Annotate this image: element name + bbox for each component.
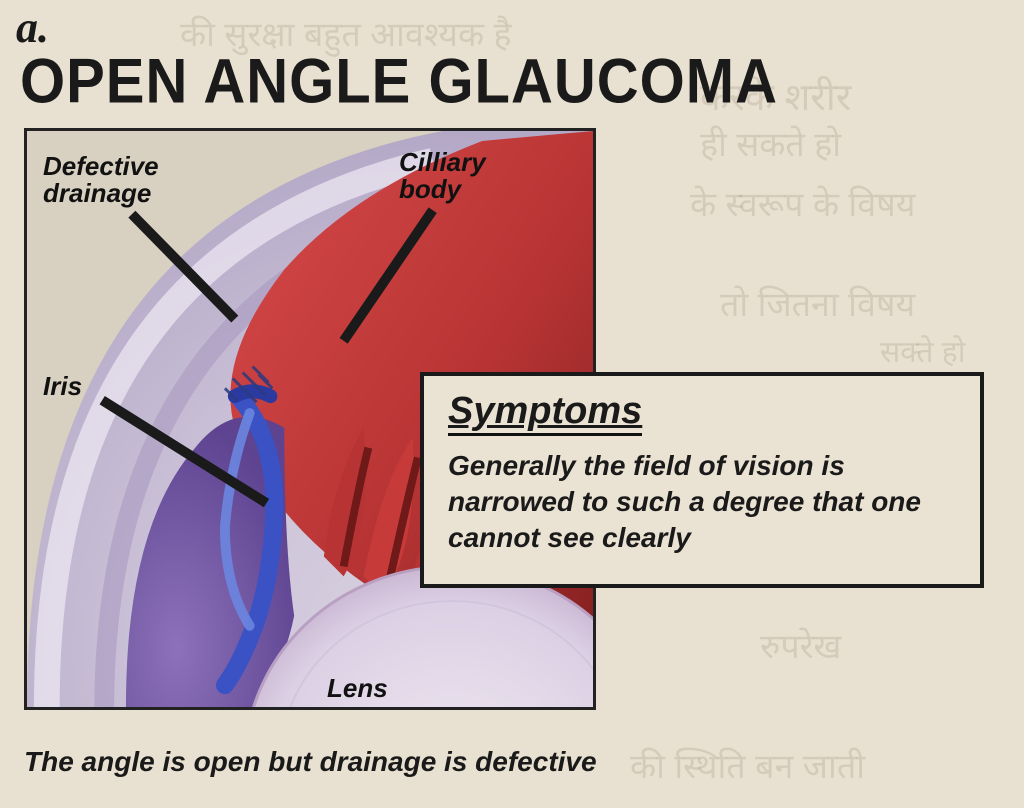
ghost-text: ही सकते हो	[700, 120, 841, 166]
ghost-text: के स्वरूप के विषय	[690, 180, 916, 226]
ghost-text: सक्ते हो	[880, 330, 966, 371]
ghost-text: की स्थिति बन जाती	[630, 742, 865, 788]
label-iris: Iris	[43, 373, 82, 400]
label-defective-drainage: Defectivedrainage	[43, 153, 159, 208]
page-title: OPEN ANGLE GLAUCOMA	[20, 45, 778, 117]
ghost-text: तो जितना विषय	[720, 280, 915, 326]
ghost-text: रुपरेख	[760, 622, 841, 668]
caption: The angle is open but drainage is defect…	[24, 746, 597, 778]
label-ciliary-body: Cilliarybody	[399, 149, 486, 204]
label-lens: Lens	[327, 675, 388, 702]
symptoms-box: Symptoms Generally the field of vision i…	[420, 372, 984, 588]
symptoms-header: Symptoms	[448, 390, 642, 436]
symptoms-body: Generally the field of vision is narrowe…	[448, 448, 956, 555]
